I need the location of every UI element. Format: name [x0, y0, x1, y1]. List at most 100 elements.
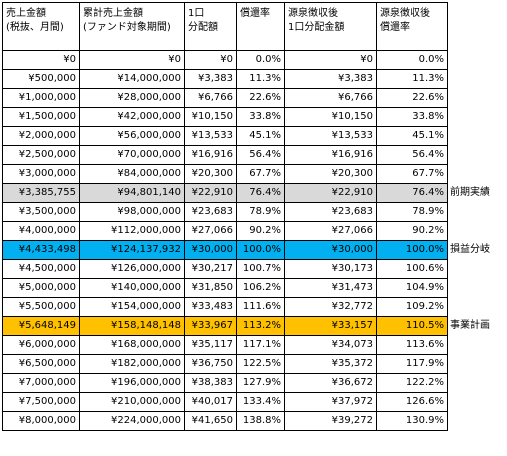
- cell-cumulative-sales[interactable]: ¥56,000,000: [79, 126, 185, 146]
- cell-redemption-rate[interactable]: 67.7%: [236, 164, 285, 184]
- cell-distribution-per-unit[interactable]: ¥40,017: [184, 392, 237, 412]
- cell-sales-amount[interactable]: ¥0: [2, 50, 80, 70]
- cell-distribution-per-unit[interactable]: ¥41,650: [184, 411, 237, 431]
- header-sales-amount[interactable]: 売上金額 (税抜、月間): [2, 2, 80, 51]
- cell-after-tax-distribution[interactable]: ¥35,372: [284, 354, 377, 374]
- cell-after-tax-distribution[interactable]: ¥16,916: [284, 145, 377, 165]
- cell-cumulative-sales[interactable]: ¥158,148,148: [79, 316, 185, 336]
- cell-distribution-per-unit[interactable]: ¥35,117: [184, 335, 237, 355]
- cell-after-tax-redemption-rate[interactable]: 67.7%: [376, 164, 448, 184]
- cell-after-tax-redemption-rate[interactable]: 22.6%: [376, 88, 448, 108]
- cell-after-tax-redemption-rate[interactable]: 45.1%: [376, 126, 448, 146]
- cell-cumulative-sales[interactable]: ¥196,000,000: [79, 373, 185, 393]
- cell-distribution-per-unit[interactable]: ¥30,217: [184, 259, 237, 279]
- cell-sales-amount[interactable]: ¥7,000,000: [2, 373, 80, 393]
- cell-after-tax-redemption-rate[interactable]: 100.0%: [376, 240, 448, 260]
- cell-cumulative-sales[interactable]: ¥168,000,000: [79, 335, 185, 355]
- cell-after-tax-redemption-rate[interactable]: 126.6%: [376, 392, 448, 412]
- cell-cumulative-sales[interactable]: ¥154,000,000: [79, 297, 185, 317]
- cell-redemption-rate[interactable]: 106.2%: [236, 278, 285, 298]
- cell-after-tax-distribution[interactable]: ¥0: [284, 50, 377, 70]
- cell-redemption-rate[interactable]: 78.9%: [236, 202, 285, 222]
- cell-after-tax-distribution[interactable]: ¥30,173: [284, 259, 377, 279]
- cell-after-tax-distribution[interactable]: ¥22,910: [284, 183, 377, 203]
- cell-after-tax-redemption-rate[interactable]: 33.8%: [376, 107, 448, 127]
- cell-after-tax-distribution[interactable]: ¥30,000: [284, 240, 377, 260]
- cell-after-tax-distribution[interactable]: ¥3,383: [284, 69, 377, 89]
- cell-cumulative-sales[interactable]: ¥14,000,000: [79, 69, 185, 89]
- cell-redemption-rate[interactable]: 122.5%: [236, 354, 285, 374]
- cell-after-tax-redemption-rate[interactable]: 109.2%: [376, 297, 448, 317]
- cell-cumulative-sales[interactable]: ¥224,000,000: [79, 411, 185, 431]
- cell-after-tax-redemption-rate[interactable]: 56.4%: [376, 145, 448, 165]
- cell-redemption-rate[interactable]: 113.2%: [236, 316, 285, 336]
- header-after-tax-redemption-rate[interactable]: 源泉徴収後 償還率: [376, 2, 448, 51]
- cell-cumulative-sales[interactable]: ¥126,000,000: [79, 259, 185, 279]
- cell-after-tax-distribution[interactable]: ¥33,157: [284, 316, 377, 336]
- cell-after-tax-redemption-rate[interactable]: 100.6%: [376, 259, 448, 279]
- cell-redemption-rate[interactable]: 117.1%: [236, 335, 285, 355]
- cell-redemption-rate[interactable]: 100.7%: [236, 259, 285, 279]
- cell-after-tax-redemption-rate[interactable]: 117.9%: [376, 354, 448, 374]
- cell-sales-amount[interactable]: ¥2,500,000: [2, 145, 80, 165]
- cell-sales-amount[interactable]: ¥3,385,755: [2, 183, 80, 203]
- cell-after-tax-redemption-rate[interactable]: 90.2%: [376, 221, 448, 241]
- cell-after-tax-distribution[interactable]: ¥10,150: [284, 107, 377, 127]
- cell-after-tax-distribution[interactable]: ¥37,972: [284, 392, 377, 412]
- cell-cumulative-sales[interactable]: ¥84,000,000: [79, 164, 185, 184]
- cell-distribution-per-unit[interactable]: ¥16,916: [184, 145, 237, 165]
- cell-sales-amount[interactable]: ¥8,000,000: [2, 411, 80, 431]
- cell-redemption-rate[interactable]: 100.0%: [236, 240, 285, 260]
- header-cumulative-sales[interactable]: 累計売上金額 (ファンド対象期間): [79, 2, 185, 51]
- cell-redemption-rate[interactable]: 138.8%: [236, 411, 285, 431]
- cell-sales-amount[interactable]: ¥7,500,000: [2, 392, 80, 412]
- cell-after-tax-redemption-rate[interactable]: 11.3%: [376, 69, 448, 89]
- cell-sales-amount[interactable]: ¥1,000,000: [2, 88, 80, 108]
- cell-sales-amount[interactable]: ¥5,000,000: [2, 278, 80, 298]
- cell-after-tax-distribution[interactable]: ¥20,300: [284, 164, 377, 184]
- cell-after-tax-distribution[interactable]: ¥39,272: [284, 411, 377, 431]
- cell-distribution-per-unit[interactable]: ¥30,000: [184, 240, 237, 260]
- cell-distribution-per-unit[interactable]: ¥6,766: [184, 88, 237, 108]
- cell-cumulative-sales[interactable]: ¥98,000,000: [79, 202, 185, 222]
- cell-after-tax-distribution[interactable]: ¥23,683: [284, 202, 377, 222]
- cell-distribution-per-unit[interactable]: ¥10,150: [184, 107, 237, 127]
- cell-after-tax-distribution[interactable]: ¥31,473: [284, 278, 377, 298]
- cell-distribution-per-unit[interactable]: ¥36,750: [184, 354, 237, 374]
- cell-distribution-per-unit[interactable]: ¥13,533: [184, 126, 237, 146]
- cell-after-tax-distribution[interactable]: ¥34,073: [284, 335, 377, 355]
- cell-distribution-per-unit[interactable]: ¥33,483: [184, 297, 237, 317]
- cell-after-tax-distribution[interactable]: ¥27,066: [284, 221, 377, 241]
- cell-sales-amount[interactable]: ¥5,500,000: [2, 297, 80, 317]
- cell-cumulative-sales[interactable]: ¥124,137,932: [79, 240, 185, 260]
- cell-redemption-rate[interactable]: 76.4%: [236, 183, 285, 203]
- cell-sales-amount[interactable]: ¥6,500,000: [2, 354, 80, 374]
- cell-redemption-rate[interactable]: 45.1%: [236, 126, 285, 146]
- cell-cumulative-sales[interactable]: ¥94,801,140: [79, 183, 185, 203]
- cell-redemption-rate[interactable]: 127.9%: [236, 373, 285, 393]
- cell-distribution-per-unit[interactable]: ¥0: [184, 50, 237, 70]
- header-distribution-per-unit[interactable]: 1口 分配額: [184, 2, 237, 51]
- cell-redemption-rate[interactable]: 56.4%: [236, 145, 285, 165]
- cell-distribution-per-unit[interactable]: ¥23,683: [184, 202, 237, 222]
- header-after-tax-distribution[interactable]: 源泉徴収後 1口分配金額: [284, 2, 377, 51]
- cell-sales-amount[interactable]: ¥2,000,000: [2, 126, 80, 146]
- cell-after-tax-redemption-rate[interactable]: 130.9%: [376, 411, 448, 431]
- cell-distribution-per-unit[interactable]: ¥22,910: [184, 183, 237, 203]
- cell-distribution-per-unit[interactable]: ¥31,850: [184, 278, 237, 298]
- cell-redemption-rate[interactable]: 22.6%: [236, 88, 285, 108]
- cell-distribution-per-unit[interactable]: ¥20,300: [184, 164, 237, 184]
- cell-redemption-rate[interactable]: 0.0%: [236, 50, 285, 70]
- header-redemption-rate[interactable]: 償還率: [236, 2, 285, 51]
- cell-after-tax-redemption-rate[interactable]: 113.6%: [376, 335, 448, 355]
- cell-sales-amount[interactable]: ¥1,500,000: [2, 107, 80, 127]
- cell-sales-amount[interactable]: ¥3,000,000: [2, 164, 80, 184]
- cell-distribution-per-unit[interactable]: ¥27,066: [184, 221, 237, 241]
- cell-redemption-rate[interactable]: 111.6%: [236, 297, 285, 317]
- cell-after-tax-redemption-rate[interactable]: 78.9%: [376, 202, 448, 222]
- cell-distribution-per-unit[interactable]: ¥3,383: [184, 69, 237, 89]
- cell-sales-amount[interactable]: ¥500,000: [2, 69, 80, 89]
- cell-after-tax-redemption-rate[interactable]: 0.0%: [376, 50, 448, 70]
- cell-cumulative-sales[interactable]: ¥28,000,000: [79, 88, 185, 108]
- cell-after-tax-distribution[interactable]: ¥6,766: [284, 88, 377, 108]
